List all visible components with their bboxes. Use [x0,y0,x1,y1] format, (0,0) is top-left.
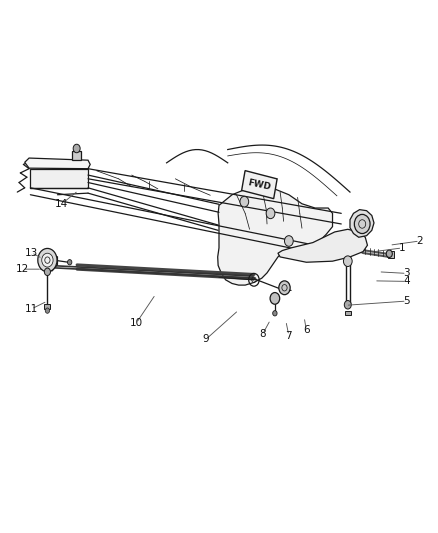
Text: 9: 9 [203,334,209,344]
Circle shape [273,311,277,316]
Text: 1: 1 [399,243,406,253]
Text: 14: 14 [55,199,68,209]
Polygon shape [242,171,277,199]
Text: 11: 11 [25,304,38,314]
Circle shape [285,236,293,246]
Text: 6: 6 [303,325,310,335]
Text: 5: 5 [403,296,410,306]
Circle shape [386,250,392,257]
Text: 8: 8 [259,329,266,339]
Text: 7: 7 [286,330,292,341]
Circle shape [44,268,50,276]
Text: 4: 4 [403,277,410,286]
Text: 10: 10 [130,318,143,328]
Circle shape [45,308,49,313]
Polygon shape [44,304,50,309]
Text: 13: 13 [25,248,38,257]
Polygon shape [72,151,81,160]
Text: 3: 3 [403,269,410,278]
Circle shape [344,301,351,309]
Circle shape [354,214,370,233]
Circle shape [279,281,290,295]
Circle shape [343,256,352,266]
Circle shape [240,196,249,207]
Polygon shape [345,311,351,316]
Polygon shape [41,254,57,271]
Text: FWD: FWD [247,178,272,191]
Polygon shape [30,168,88,188]
Polygon shape [218,188,332,285]
Polygon shape [389,251,394,258]
Polygon shape [25,158,90,168]
Text: 12: 12 [16,264,29,274]
Circle shape [270,293,280,304]
Circle shape [38,248,57,272]
Polygon shape [278,229,367,262]
Circle shape [67,260,72,265]
Circle shape [42,253,53,267]
Circle shape [266,208,275,219]
Circle shape [73,144,80,153]
Text: 2: 2 [417,236,423,246]
Polygon shape [350,209,374,237]
